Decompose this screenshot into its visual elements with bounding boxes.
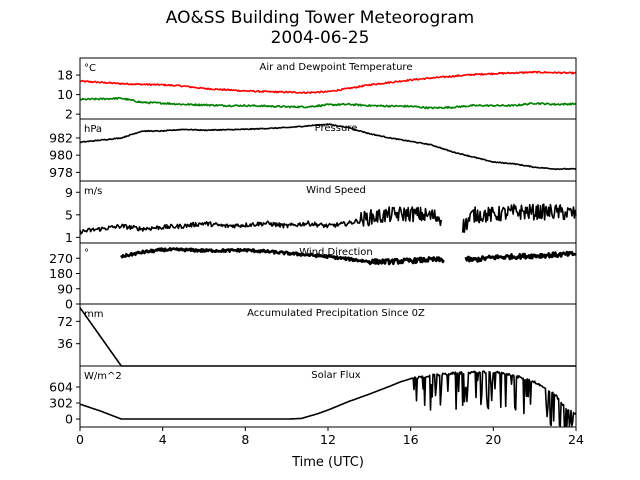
y-tick-label-precip: 72 <box>57 314 73 329</box>
y-tick-label-temp: 10 <box>57 87 73 102</box>
chart-title-line1: AO&SS Building Tower Meteorogram <box>165 8 475 28</box>
y-tick-label-precip: 36 <box>57 336 73 351</box>
y-tick-label-solar: 604 <box>49 380 73 395</box>
y-tick-label-pressure: 978 <box>49 165 73 180</box>
x-tick-label: 4 <box>159 432 167 447</box>
panel-title-precip: Accumulated Precipitation Since 0Z <box>247 308 425 319</box>
x-tick-label: 24 <box>568 432 584 447</box>
series-line-temp-1 <box>79 96 577 110</box>
panel-unit-wind_dir: ° <box>84 248 89 259</box>
panel-unit-wind_speed: m/s <box>84 186 102 197</box>
x-tick-label: 12 <box>320 432 336 447</box>
panel-title-solar: Solar Flux <box>311 370 361 381</box>
y-tick-label-solar: 0 <box>65 412 73 427</box>
x-tick-label: 20 <box>485 432 501 447</box>
panel-title-pressure: Pressure <box>315 123 358 134</box>
chart-title-line2: 2004-06-25 <box>270 28 370 48</box>
panel-unit-temp: °C <box>84 63 96 74</box>
panel-title-wind_dir: Wind Direction <box>299 247 373 258</box>
x-tick-label: 16 <box>403 432 419 447</box>
x-tick-label: 0 <box>76 432 84 447</box>
series-line-wind_speed-0 <box>79 203 577 235</box>
panel-unit-solar: W/m^2 <box>84 371 122 382</box>
y-tick-label-temp: 18 <box>57 68 73 83</box>
y-tick-label-wind_dir: 0 <box>65 297 73 312</box>
y-tick-label-wind_dir: 270 <box>49 251 73 266</box>
series-line-wind_dir-0 <box>120 247 577 266</box>
x-axis-label: Time (UTC) <box>291 455 364 470</box>
x-tick-label: 8 <box>241 432 249 447</box>
panel-unit-pressure: hPa <box>84 124 102 135</box>
y-tick-label-pressure: 980 <box>49 148 73 163</box>
y-tick-label-wind_speed: 9 <box>65 185 73 200</box>
panel-title-wind_speed: Wind Speed <box>306 185 366 196</box>
panel-unit-precip: mm <box>84 309 103 320</box>
y-tick-label-wind_speed: 1 <box>65 230 73 245</box>
y-tick-label-pressure: 982 <box>49 130 73 145</box>
series-line-pressure-0 <box>79 123 577 171</box>
y-tick-label-solar: 302 <box>49 396 73 411</box>
series-line-temp-0 <box>79 70 577 95</box>
series-line-solar-0 <box>79 370 577 427</box>
y-tick-label-wind_dir: 90 <box>57 281 73 296</box>
panel-title-temp: Air and Dewpoint Temperature <box>260 62 413 73</box>
y-tick-label-wind_dir: 180 <box>49 266 73 281</box>
y-tick-label-temp: 2 <box>65 107 73 122</box>
y-tick-label-wind_speed: 5 <box>65 207 73 222</box>
